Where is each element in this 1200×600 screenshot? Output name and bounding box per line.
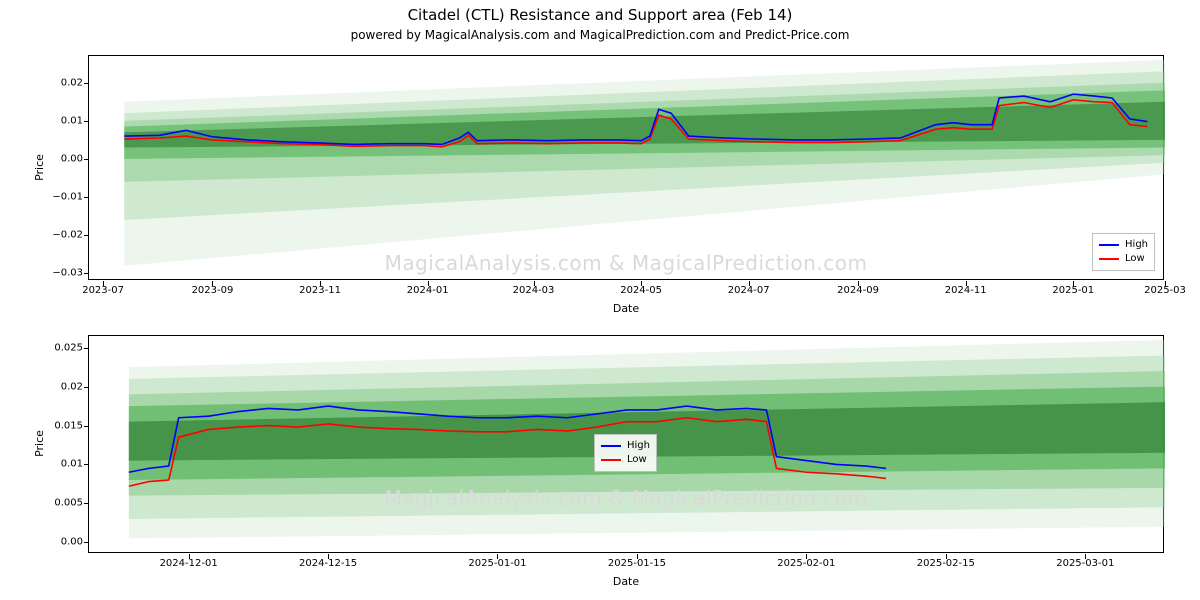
legend-label-low: Low	[627, 453, 647, 467]
chart-panel-bottom: MagicalAnalysis.com & MagicalPrediction.…	[88, 335, 1164, 553]
x-tick-label: 2025-03	[1144, 285, 1186, 296]
legend-top: High Low	[1092, 233, 1155, 271]
x-tick-label: 2023-11	[299, 285, 341, 296]
x-tick-label: 2025-02-01	[777, 558, 835, 569]
chart-svg-top	[89, 56, 1165, 281]
y-tick-label: 0.01	[61, 115, 83, 126]
x-tick-label: 2024-11	[945, 285, 987, 296]
legend-item-high: High	[1099, 238, 1148, 252]
y-tick-label: −0.02	[52, 230, 83, 241]
y-tick-label: −0.03	[52, 268, 83, 279]
chart-panel-top: MagicalAnalysis.com & MagicalPrediction.…	[88, 55, 1164, 280]
y-axis-label-top: Price	[33, 154, 46, 181]
legend-swatch-high	[601, 445, 621, 447]
y-tick-label: 0.01	[61, 459, 83, 470]
x-tick-label: 2024-05	[620, 285, 662, 296]
x-tick-label: 2025-01-15	[608, 558, 666, 569]
y-tick-label: −0.01	[52, 192, 83, 203]
x-tick-label: 2023-07	[82, 285, 124, 296]
x-tick-label: 2024-12-01	[160, 558, 218, 569]
legend-swatch-high	[1099, 244, 1119, 246]
legend-swatch-low	[601, 459, 621, 461]
x-axis-label-bottom: Date	[88, 575, 1164, 588]
legend-label-low: Low	[1125, 252, 1145, 266]
y-tick-label: 0.015	[54, 420, 83, 431]
legend-item-low: Low	[1099, 252, 1148, 266]
y-tick-label: 0.00	[61, 537, 83, 548]
y-tick-label: 0.00	[61, 153, 83, 164]
legend-item-low: Low	[601, 453, 650, 467]
figure-subtitle: powered by MagicalAnalysis.com and Magic…	[0, 28, 1200, 42]
legend-label-high: High	[1125, 238, 1148, 252]
legend-item-high: High	[601, 439, 650, 453]
y-tick-label: 0.02	[61, 381, 83, 392]
x-tick-label: 2024-09	[837, 285, 879, 296]
legend-label-high: High	[627, 439, 650, 453]
y-tick-label: 0.02	[61, 77, 83, 88]
legend-swatch-low	[1099, 258, 1119, 260]
x-tick-label: 2024-01	[407, 285, 449, 296]
x-tick-label: 2024-03	[513, 285, 555, 296]
y-axis-label-bottom: Price	[33, 430, 46, 457]
x-axis-label-top: Date	[88, 302, 1164, 315]
x-tick-label: 2025-02-15	[917, 558, 975, 569]
legend-bottom: High Low	[594, 434, 657, 472]
x-tick-label: 2024-12-15	[299, 558, 357, 569]
x-tick-label: 2023-09	[192, 285, 234, 296]
x-tick-label: 2024-07	[728, 285, 770, 296]
y-tick-label: 0.025	[54, 342, 83, 353]
x-tick-label: 2025-03-01	[1056, 558, 1114, 569]
y-tick-label: 0.005	[54, 498, 83, 509]
x-tick-label: 2025-01	[1052, 285, 1094, 296]
figure-title: Citadel (CTL) Resistance and Support are…	[0, 6, 1200, 24]
x-tick-label: 2025-01-01	[468, 558, 526, 569]
